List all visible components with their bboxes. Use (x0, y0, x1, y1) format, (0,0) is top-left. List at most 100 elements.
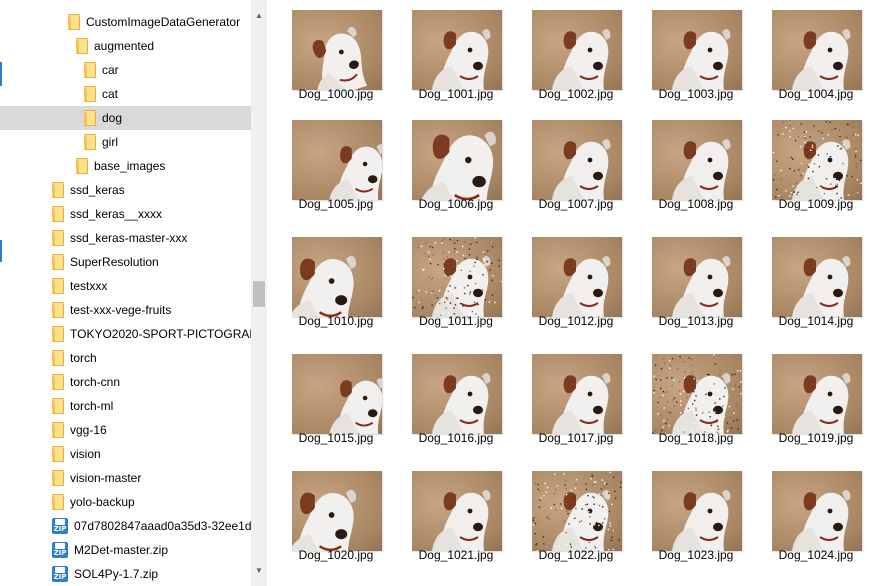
tree-item-torch-cnn[interactable]: torch-cnn (0, 370, 251, 394)
file-tile[interactable]: Dog_1008.jpg (640, 110, 752, 220)
file-tile[interactable]: Dog_1013.jpg (640, 227, 752, 337)
file-thumbnail[interactable] (652, 237, 742, 317)
tree-item-customimagedatagenerator[interactable]: CustomImageDataGenerator (0, 10, 251, 34)
file-tile[interactable]: Dog_1003.jpg (640, 0, 752, 110)
file-thumbnail[interactable] (532, 354, 622, 434)
file-tile[interactable]: Dog_1015.jpg (280, 344, 392, 454)
file-tile[interactable]: Dog_1014.jpg (760, 227, 872, 337)
file-thumbnail[interactable] (772, 120, 862, 200)
file-name-label[interactable]: Dog_1022.jpg (538, 548, 614, 562)
file-thumbnail[interactable] (412, 237, 502, 317)
tree-item-girl[interactable]: girl (0, 130, 251, 154)
file-tile[interactable]: Dog_1019.jpg (760, 344, 872, 454)
file-tile[interactable]: Dog_1018.jpg (640, 344, 752, 454)
nav-scrollbar[interactable]: ▲ ▼ (251, 0, 267, 586)
file-thumbnail[interactable] (292, 10, 382, 90)
tree-item-superresolution[interactable]: SuperResolution (0, 250, 251, 274)
tree-item-07d7802847aaad0a35d3-32ee1d191[interactable]: ZIP 07d7802847aaad0a35d3-32ee1d191 (0, 514, 251, 538)
scroll-up-arrow-icon[interactable]: ▲ (255, 11, 263, 20)
file-tile[interactable]: Dog_1009.jpg (760, 110, 872, 220)
file-name-label[interactable]: Dog_1002.jpg (538, 87, 614, 101)
tree-item-base-images[interactable]: base_images (0, 154, 251, 178)
file-name-label[interactable]: Dog_1010.jpg (298, 314, 374, 328)
file-name-label[interactable]: Dog_1011.jpg (419, 314, 493, 328)
file-thumbnail[interactable] (532, 237, 622, 317)
file-tile[interactable]: Dog_1004.jpg (760, 0, 872, 110)
file-thumbnail[interactable] (412, 471, 502, 551)
file-thumbnail[interactable] (532, 10, 622, 90)
scroll-down-arrow-icon[interactable]: ▼ (255, 566, 263, 575)
tree-item-cat[interactable]: cat (0, 82, 251, 106)
tree-item-vgg-16[interactable]: vgg-16 (0, 418, 251, 442)
file-name-label[interactable]: Dog_1012.jpg (538, 314, 614, 328)
file-thumbnail[interactable] (772, 354, 862, 434)
tree-item-augmented[interactable]: augmented (0, 34, 251, 58)
file-tile[interactable]: Dog_1020.jpg (280, 461, 392, 571)
file-name-label[interactable]: Dog_1015.jpg (298, 431, 374, 445)
file-thumbnail[interactable] (772, 237, 862, 317)
tree-item-testxxx[interactable]: testxxx (0, 274, 251, 298)
file-name-label[interactable]: Dog_1001.jpg (418, 87, 494, 101)
tree-item-vision-master[interactable]: vision-master (0, 466, 251, 490)
tree-item-test-xxx-vege-fruits[interactable]: test-xxx-vege-fruits (0, 298, 251, 322)
file-thumbnail[interactable] (412, 354, 502, 434)
file-tile[interactable]: Dog_1005.jpg (280, 110, 392, 220)
file-thumbnail[interactable] (652, 354, 742, 434)
tree-item-ssd-keras-master-xxx[interactable]: ssd_keras-master-xxx (0, 226, 251, 250)
file-tile[interactable]: Dog_1021.jpg (400, 461, 512, 571)
file-name-label[interactable]: Dog_1008.jpg (658, 197, 734, 211)
file-thumbnail[interactable] (532, 471, 622, 551)
file-name-label[interactable]: Dog_1017.jpg (538, 431, 614, 445)
file-name-label[interactable]: Dog_1016.jpg (418, 431, 494, 445)
file-thumbnail[interactable] (652, 10, 742, 90)
tree-item-torch[interactable]: torch (0, 346, 251, 370)
file-tile[interactable]: Dog_1023.jpg (640, 461, 752, 571)
file-thumbnail[interactable] (292, 354, 382, 434)
file-name-label[interactable]: Dog_1018.jpg (658, 431, 734, 445)
file-name-label[interactable]: Dog_1024.jpg (778, 548, 854, 562)
file-thumbnail[interactable] (412, 10, 502, 90)
scrollbar-thumb[interactable] (253, 281, 265, 307)
file-name-label[interactable]: Dog_1020.jpg (298, 548, 374, 562)
tree-item-torch-ml[interactable]: torch-ml (0, 394, 251, 418)
file-thumbnail[interactable] (652, 471, 742, 551)
file-tile[interactable]: Dog_1002.jpg (520, 0, 632, 110)
file-tile[interactable]: Dog_1022.jpg (520, 461, 632, 571)
file-tile[interactable]: Dog_1012.jpg (520, 227, 632, 337)
file-name-label[interactable]: Dog_1004.jpg (778, 87, 854, 101)
file-thumbnail[interactable] (412, 120, 502, 200)
file-thumbnail[interactable] (772, 471, 862, 551)
file-name-label[interactable]: Dog_1003.jpg (658, 87, 734, 101)
file-thumbnail[interactable] (532, 120, 622, 200)
file-name-label[interactable]: Dog_1021.jpg (418, 548, 494, 562)
file-thumbnail[interactable] (292, 120, 382, 200)
tree-item-ssd-keras-xxxx[interactable]: ssd_keras__xxxx (0, 202, 251, 226)
tree-item-m2det-master-zip[interactable]: ZIP M2Det-master.zip (0, 538, 251, 562)
file-thumbnail[interactable] (292, 471, 382, 551)
file-name-label[interactable]: Dog_1000.jpg (298, 87, 374, 101)
file-tile[interactable]: Dog_1017.jpg (520, 344, 632, 454)
tree-item-vision[interactable]: vision (0, 442, 251, 466)
tree-item-ssd-keras[interactable]: ssd_keras (0, 178, 251, 202)
file-name-label[interactable]: Dog_1014.jpg (778, 314, 854, 328)
file-tile[interactable]: Dog_1001.jpg (400, 0, 512, 110)
file-tile[interactable]: Dog_1006.jpg (400, 110, 512, 220)
file-name-label[interactable]: Dog_1009.jpg (778, 197, 854, 211)
tree-item-tokyo2020-sport-pictograms[interactable]: TOKYO2020-SPORT-PICTOGRAMS (0, 322, 251, 346)
file-name-label[interactable]: Dog_1005.jpg (298, 197, 374, 211)
file-tile[interactable]: Dog_1011.jpg (400, 227, 512, 337)
file-tile[interactable]: Dog_1007.jpg (520, 110, 632, 220)
file-tile[interactable]: Dog_1000.jpg (280, 0, 392, 110)
file-thumbnail[interactable] (652, 120, 742, 200)
file-thumbnail[interactable] (292, 237, 382, 317)
tree-item-car[interactable]: car (0, 58, 251, 82)
tree-item-yolo-backup[interactable]: yolo-backup (0, 490, 251, 514)
file-name-label[interactable]: Dog_1006.jpg (418, 197, 494, 211)
file-name-label[interactable]: Dog_1019.jpg (778, 431, 854, 445)
file-name-label[interactable]: Dog_1007.jpg (538, 197, 614, 211)
file-name-label[interactable]: Dog_1023.jpg (658, 548, 734, 562)
file-thumbnail[interactable] (772, 10, 862, 90)
tree-item-sol4py-1-7-zip[interactable]: ZIP SOL4Py-1.7.zip (0, 562, 251, 586)
tree-item-dog[interactable]: dog (0, 106, 251, 130)
file-tile[interactable]: Dog_1016.jpg (400, 344, 512, 454)
